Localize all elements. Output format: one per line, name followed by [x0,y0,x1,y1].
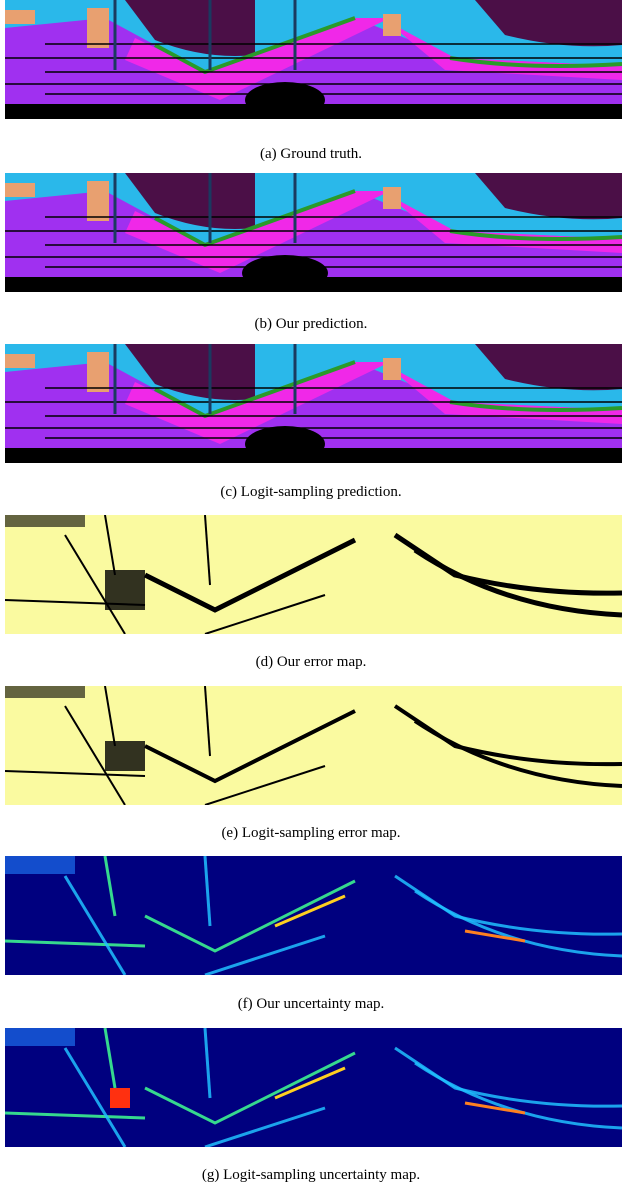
panel-image [5,686,622,805]
caption: (c) Logit-sampling prediction. [0,484,622,501]
caption: (f) Our uncertainty map. [0,996,622,1013]
caption: (a) Ground truth. [0,146,622,163]
caption: (b) Our prediction. [0,316,622,333]
panel-image [5,173,622,292]
caption: (e) Logit-sampling error map. [0,825,622,842]
panel-image [5,856,622,975]
caption: (g) Logit-sampling uncertainty map. [0,1167,622,1184]
figure: (a) Ground truth. (b) Our prediction. (c) … [0,0,622,1187]
caption: (d) Our error map. [0,654,622,671]
panel-image [5,0,622,119]
panel-image [5,344,622,463]
panel-image [5,1028,622,1147]
panel-image [5,515,622,634]
